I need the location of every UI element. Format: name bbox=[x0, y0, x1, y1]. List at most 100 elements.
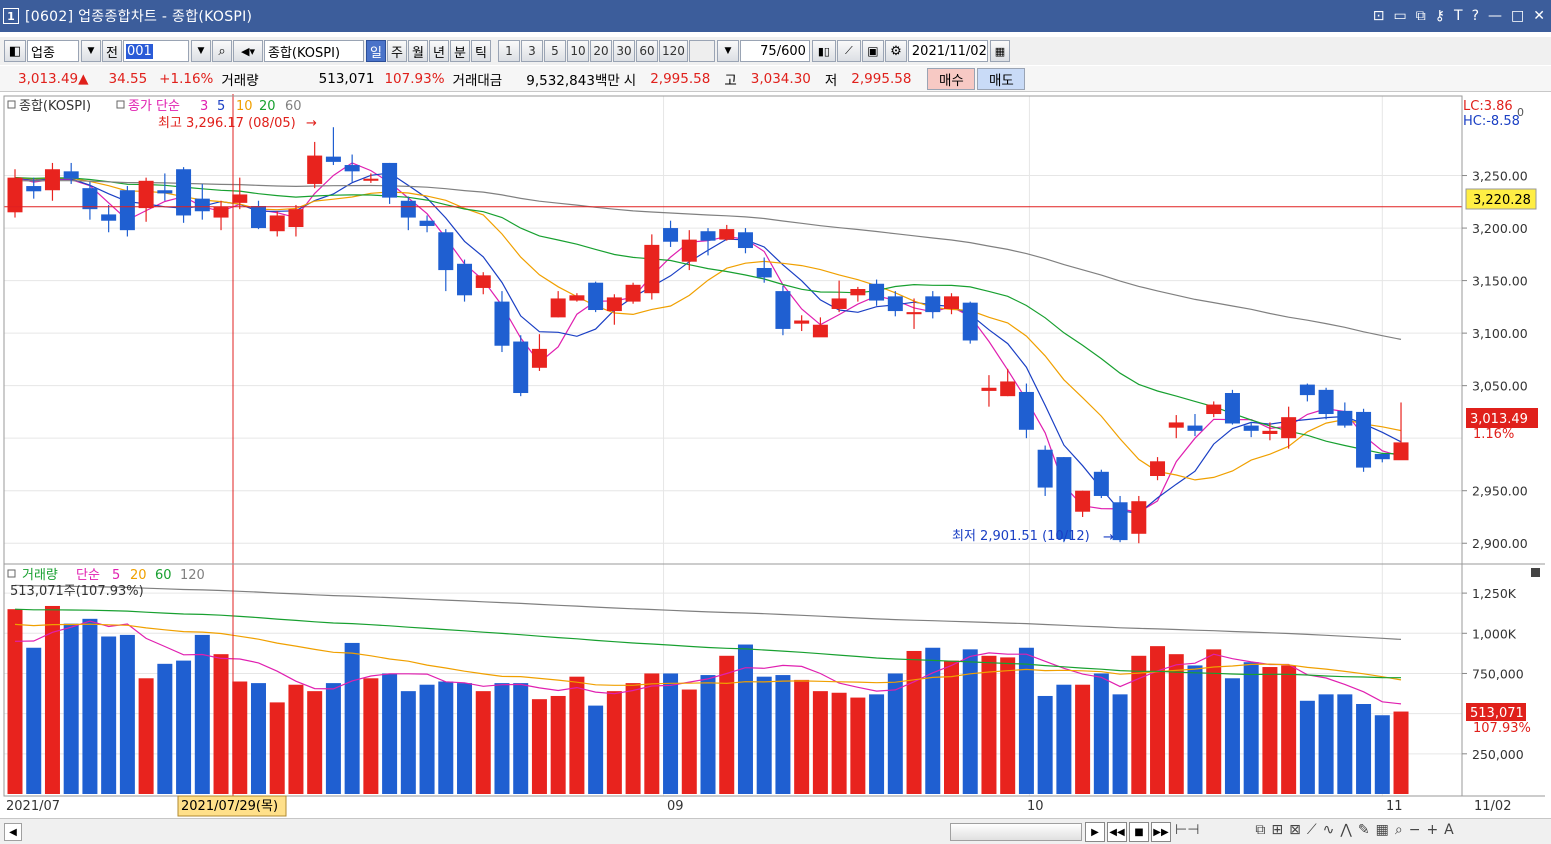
period-month[interactable]: 월 bbox=[408, 40, 428, 62]
candle-body bbox=[1018, 391, 1034, 430]
wave-icon[interactable]: ⋀ bbox=[1340, 822, 1352, 838]
scroll-left-icon[interactable]: ◀ bbox=[4, 823, 22, 841]
chart-area[interactable]: 종합(KOSPI) 종가 단순 3 5 10 20 60 최고 3,296.17… bbox=[0, 94, 1551, 818]
font-size-icon[interactable]: A bbox=[1444, 822, 1454, 838]
mode-select[interactable]: 업종 bbox=[27, 40, 79, 62]
zoom-icon[interactable]: ⌕ bbox=[1394, 822, 1403, 838]
layout-icon[interactable]: ◧ bbox=[4, 40, 26, 62]
volume-bar bbox=[1299, 700, 1315, 794]
volume-bar bbox=[475, 691, 491, 794]
interval-60[interactable]: 60 bbox=[636, 40, 658, 62]
volume-bar bbox=[569, 676, 585, 794]
interval-5[interactable]: 5 bbox=[544, 40, 566, 62]
line-tool-icon[interactable]: ⟋ bbox=[836, 40, 861, 62]
volume-bar bbox=[1018, 647, 1034, 794]
grid-icon[interactable]: ▦ bbox=[1375, 822, 1389, 838]
open-value: 2,995.58 bbox=[650, 70, 711, 87]
buy-button[interactable]: 매수 bbox=[927, 67, 976, 90]
chevron-down-icon[interactable]: ▼ bbox=[191, 40, 211, 62]
interval-1[interactable]: 1 bbox=[498, 40, 520, 62]
volume-bar bbox=[962, 649, 978, 794]
stop-icon[interactable]: ■ bbox=[1129, 822, 1149, 842]
volume-bar bbox=[812, 691, 828, 794]
period-minute[interactable]: 분 bbox=[450, 40, 470, 62]
close-icon[interactable]: ✕ bbox=[1533, 8, 1545, 24]
help-icon[interactable]: ? bbox=[1471, 8, 1480, 24]
candle-body bbox=[1187, 425, 1203, 431]
trend-icon[interactable]: ⟋ bbox=[1306, 822, 1317, 838]
interval-20[interactable]: 20 bbox=[590, 40, 612, 62]
font-icon[interactable]: T bbox=[1454, 8, 1463, 24]
period-week[interactable]: 주 bbox=[387, 40, 407, 62]
window-split-icon[interactable]: ⧉ bbox=[1255, 822, 1266, 838]
zoom-out-icon[interactable]: − bbox=[1408, 822, 1421, 838]
price-ytick-label: 3,150.00 bbox=[1472, 274, 1528, 289]
interval-30[interactable]: 30 bbox=[613, 40, 635, 62]
play-icon[interactable]: ▶ bbox=[1085, 822, 1105, 842]
count-field[interactable]: 75/600 bbox=[739, 40, 810, 62]
zigzag-icon[interactable]: ∿ bbox=[1322, 822, 1335, 838]
count-value: 75 bbox=[760, 43, 777, 59]
amount-value: 9,532,843백만 bbox=[526, 72, 620, 89]
period-year[interactable]: 년 bbox=[429, 40, 449, 62]
volume-bar bbox=[457, 683, 473, 794]
last-volume-box bbox=[1466, 703, 1526, 721]
tile-icon[interactable]: ⧉ bbox=[1415, 8, 1426, 24]
candle-settings-icon[interactable]: ▮▯ bbox=[811, 40, 836, 62]
prev-button[interactable]: 전 bbox=[102, 40, 122, 62]
zoom-in-icon[interactable]: + bbox=[1426, 822, 1439, 838]
period-day[interactable]: 일 bbox=[366, 40, 386, 62]
price-ma-line bbox=[14, 180, 1402, 340]
ruler-icon[interactable]: ⊢⊣ bbox=[1175, 822, 1200, 838]
maximize-icon[interactable]: □ bbox=[1511, 8, 1525, 24]
volume-bar bbox=[494, 683, 510, 794]
search-icon[interactable]: ⌕ bbox=[212, 40, 232, 62]
detach-icon[interactable]: ⊡ bbox=[1372, 8, 1385, 24]
window-tile-icon[interactable]: ⊞ bbox=[1271, 822, 1284, 838]
calendar-icon[interactable]: ▦ bbox=[989, 40, 1010, 62]
date-field[interactable]: 2021/11/02 bbox=[907, 40, 988, 62]
pin-icon[interactable]: ⚷ bbox=[1434, 8, 1446, 24]
restore-small-icon[interactable]: ▭ bbox=[1393, 8, 1407, 24]
volume-bar bbox=[606, 691, 622, 794]
rewind-icon[interactable]: ◀◀ bbox=[1107, 822, 1127, 842]
volume-bar bbox=[438, 681, 454, 794]
panel-close-icon[interactable] bbox=[1531, 568, 1540, 577]
volume-bar bbox=[101, 636, 117, 794]
period-tick[interactable]: 틱 bbox=[471, 40, 491, 62]
hline-value: 3,220.28 bbox=[1473, 193, 1531, 208]
sound-icon[interactable]: ◀▾ bbox=[233, 40, 263, 62]
open-label: 시 bbox=[623, 72, 637, 89]
candle-body bbox=[400, 200, 416, 218]
gear-icon[interactable]: ⚙ bbox=[884, 40, 907, 62]
save-icon[interactable]: ▣ bbox=[861, 40, 884, 62]
price-ma-20: 20 bbox=[259, 99, 276, 114]
candle-body bbox=[138, 180, 154, 209]
interval-120[interactable]: 120 bbox=[659, 40, 688, 62]
volume-bar bbox=[138, 678, 154, 794]
candle-body bbox=[307, 155, 323, 184]
candle-body bbox=[1075, 490, 1091, 512]
minimize-icon[interactable]: — bbox=[1488, 8, 1503, 24]
volume-bar bbox=[1224, 678, 1240, 794]
candle-body bbox=[269, 215, 285, 232]
custom-interval-input[interactable] bbox=[688, 40, 715, 62]
volume-ytick-label: 1,000K bbox=[1472, 626, 1517, 641]
scrollbar-thumb[interactable] bbox=[950, 823, 1082, 841]
chevron-down-icon[interactable]: ▼ bbox=[716, 40, 739, 62]
candle-body bbox=[63, 171, 79, 179]
fast-forward-icon[interactable]: ▶▶ bbox=[1151, 822, 1171, 842]
interval-10[interactable]: 10 bbox=[567, 40, 589, 62]
candle-body bbox=[288, 209, 304, 228]
code-input[interactable]: 001 bbox=[123, 40, 189, 62]
interval-3[interactable]: 3 bbox=[521, 40, 543, 62]
sell-button[interactable]: 매도 bbox=[977, 67, 1026, 90]
candle-body bbox=[475, 275, 491, 288]
candle-body bbox=[1374, 453, 1390, 460]
last-volume-label: 513,071 bbox=[1470, 706, 1524, 721]
window-number[interactable]: 1 bbox=[3, 8, 19, 24]
hline-value-box bbox=[1465, 188, 1537, 210]
chevron-down-icon[interactable]: ▼ bbox=[81, 40, 101, 62]
draw-icon[interactable]: ✎ bbox=[1357, 822, 1370, 838]
compare-icon[interactable]: ⊠ bbox=[1289, 822, 1301, 838]
